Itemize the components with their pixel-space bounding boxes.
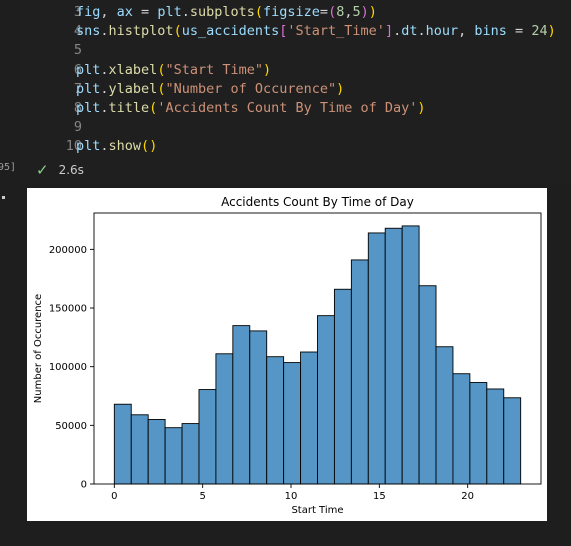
code-text: sns.histplot(us_accidents['Start_Time'].… (76, 23, 556, 40)
y-tick-label: 50000 (55, 421, 87, 432)
y-tick-label: 100000 (49, 362, 87, 373)
histogram-bar (300, 351, 318, 485)
execution-duration: 2.6s (58, 163, 84, 177)
line-number: 8 (73, 100, 82, 116)
x-tick-label: 5 (199, 491, 205, 502)
histogram-bar (164, 427, 183, 485)
histogram-bar (384, 227, 403, 485)
plot-output: 0 5 10 15 20 0 50000 100000 150000 200000 Accident… (27, 188, 547, 521)
histogram-bar (486, 388, 505, 485)
histogram-bar (198, 389, 217, 485)
x-tick-label: 10 (285, 491, 298, 502)
histogram-bar (317, 315, 335, 485)
histogram-bar (469, 382, 488, 485)
x-tick-label: 20 (461, 491, 474, 502)
y-tick-label: 200000 (49, 245, 87, 256)
histogram-bar (147, 419, 166, 485)
x-tick-label: 15 (373, 491, 386, 502)
histogram-bar (418, 285, 437, 485)
code-cell[interactable]: 3 fig, ax = plt.subplots(figsize=(8,5)) 4 s… (20, 0, 571, 185)
x-axis-label: Start Time (291, 505, 343, 516)
histogram-bar (435, 346, 454, 485)
line-number: 6 (73, 61, 82, 78)
line-number: 3 (73, 4, 82, 20)
execution-count: 95] (0, 162, 17, 173)
histogram-bar (249, 330, 268, 485)
y-axis-label: Number of Occurence (33, 294, 44, 403)
histogram-bar (333, 288, 352, 485)
histogram-bar (503, 397, 522, 485)
check-icon: ✓ (36, 160, 49, 179)
histogram-bar (367, 232, 386, 485)
output-marker (2, 196, 5, 199)
histogram-bar (266, 356, 285, 485)
histogram-bar (130, 414, 149, 485)
line-number: 10 (65, 138, 82, 155)
code-text: plt.xlabel("Start Time") (76, 61, 272, 78)
histogram-bar (452, 373, 471, 485)
code-text: plt.show() (76, 138, 158, 155)
line-number: 4 (73, 23, 82, 40)
chart-title: Accidents Count By Time of Day (221, 195, 414, 209)
notebook-gutter (0, 0, 20, 546)
histogram-bar (232, 325, 251, 485)
histogram-bar (401, 225, 420, 485)
y-tick-label: 150000 (49, 304, 87, 315)
histogram-chart: 0 5 10 15 20 0 50000 100000 150000 200000 Accident… (33, 195, 542, 516)
cell-status: ✓ 2.6s (36, 160, 84, 180)
x-tick-label: 0 (111, 491, 117, 502)
code-text: fig, ax = plt.subplots(figsize=(8,5)) (76, 4, 377, 20)
histogram-bar (181, 423, 200, 485)
histogram-bar (350, 259, 369, 485)
histogram-bar (215, 353, 234, 485)
histogram-bar (283, 362, 302, 485)
line-number: 5 (73, 42, 82, 59)
code-text: plt.ylabel("Number of Occurence") (76, 80, 345, 97)
y-tick-label: 0 (81, 480, 87, 491)
line-number: 9 (73, 119, 82, 136)
axes-frame (93, 212, 542, 485)
code-text: plt.title('Accidents Count By Time of Da… (76, 100, 426, 116)
line-number: 7 (73, 80, 82, 97)
histogram-bar (113, 403, 132, 485)
